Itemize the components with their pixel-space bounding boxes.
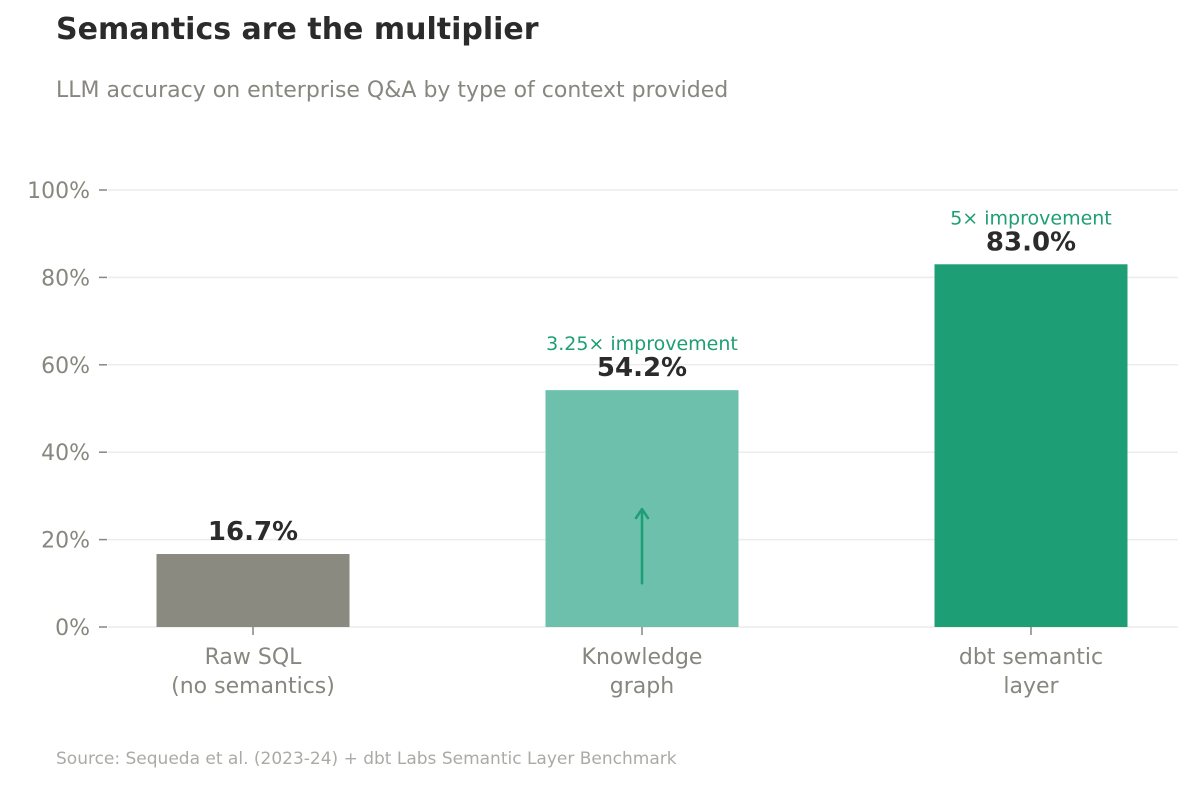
y-tick-label: 100% xyxy=(27,179,90,204)
x-tick-label: layer xyxy=(1003,674,1059,699)
improvement-annotation: 5× improvement xyxy=(950,207,1112,229)
up-arrow-icon xyxy=(634,507,650,585)
value-label: 83.0% xyxy=(986,227,1076,257)
y-tick-label: 0% xyxy=(55,616,90,641)
value-label: 54.2% xyxy=(597,353,687,383)
bar xyxy=(156,554,350,627)
data-labels: 16.7% 54.2%3.25× improvement 83.0%5× impro… xyxy=(208,207,1112,585)
x-tick-label: dbt semantic xyxy=(959,645,1103,670)
x-tick-label: Raw SQL xyxy=(205,645,303,670)
improvement-annotation: 3.25× improvement xyxy=(546,333,738,355)
value-label: 16.7% xyxy=(208,517,298,547)
y-tick-label: 80% xyxy=(41,266,90,291)
bars xyxy=(156,264,1128,627)
chart-subtitle: LLM accuracy on enterprise Q&A by type o… xyxy=(56,78,729,103)
source-note: Source: Sequeda et al. (2023-24) + dbt L… xyxy=(56,749,677,769)
x-tick-label: Knowledge xyxy=(582,645,703,670)
x-tick-label: graph xyxy=(610,674,674,699)
y-tick-label: 40% xyxy=(41,441,90,466)
y-tick-label: 60% xyxy=(41,354,90,379)
chart-title: Semantics are the multiplier xyxy=(56,12,539,47)
y-axis: 0% 20% 40% 60% 80% 100% xyxy=(27,179,107,641)
y-tick-label: 20% xyxy=(41,529,90,554)
x-axis: Raw SQL (no semantics) Knowledge graph dbt s… xyxy=(171,627,1103,699)
x-tick-label: (no semantics) xyxy=(171,674,335,699)
bar xyxy=(934,264,1128,627)
